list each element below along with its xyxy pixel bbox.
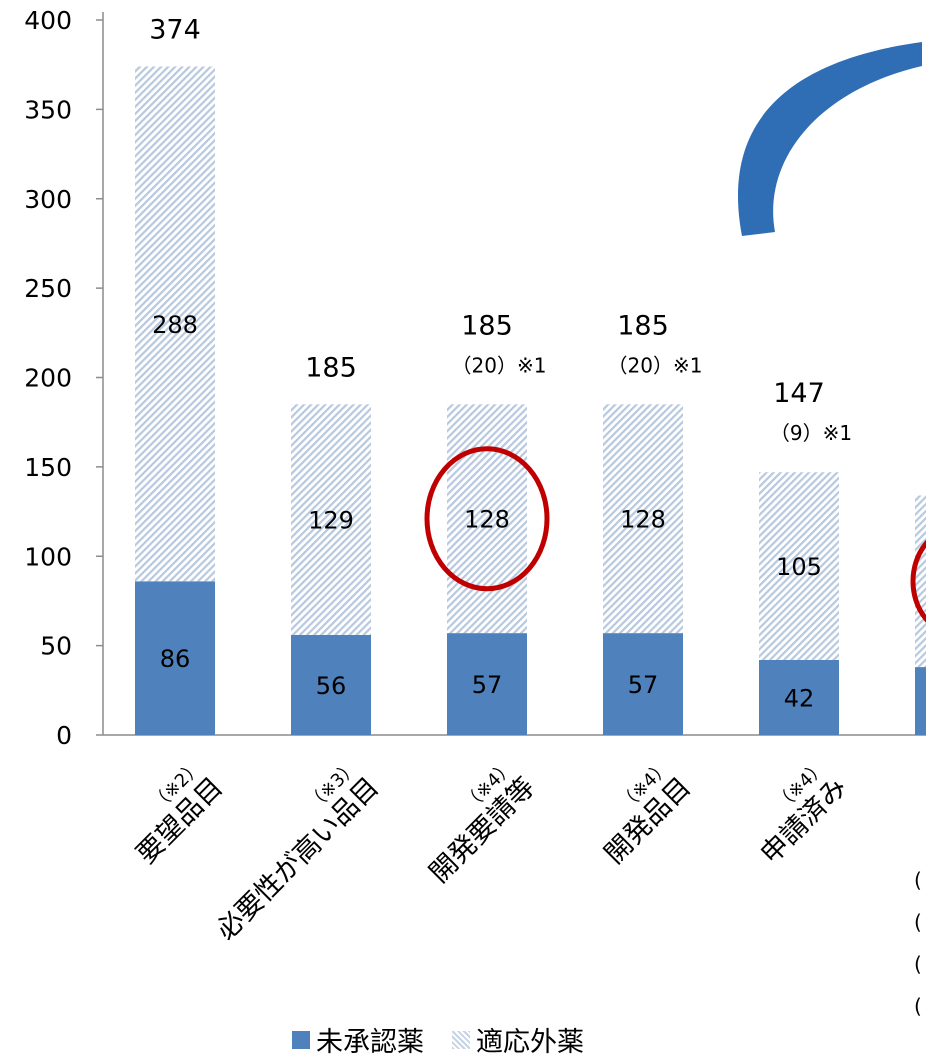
decorative-arc	[738, 42, 922, 236]
data-label-total-note: （9）※1	[770, 421, 852, 445]
data-label-offlabel: 128	[620, 506, 666, 534]
x-tick-label: （※2）要望品目	[131, 756, 229, 870]
cropped-paren-1: (	[914, 868, 922, 892]
bar-unapproved	[447, 633, 527, 735]
legend-label-offlabel: 適応外薬	[476, 1027, 584, 1058]
data-label-total: 147	[773, 378, 825, 409]
y-tick-label: 300	[24, 185, 72, 214]
data-label-offlabel: 129	[308, 507, 354, 535]
x-tick-name: 必要性が高い品目	[211, 772, 386, 947]
cropped-paren-2: (	[914, 910, 922, 934]
data-label-total: 185	[617, 310, 669, 341]
data-label-unapproved: 57	[472, 671, 503, 699]
legend-item-offlabel: 適応外薬	[452, 1020, 584, 1059]
y-tick-label: 150	[24, 453, 72, 482]
bar-unapproved	[759, 659, 839, 735]
cropped-paren-3: (	[914, 952, 922, 976]
y-tick-label: 250	[24, 274, 72, 303]
data-label-offlabel: 128	[464, 506, 510, 534]
bar-unapproved	[135, 581, 215, 735]
data-label-total-note: （20）※1	[452, 353, 547, 377]
y-tick-label: 400	[24, 6, 72, 35]
cropped-paren-4: (	[914, 994, 922, 1018]
bars	[135, 66, 926, 735]
axes: 0 50 100 150 200 250 300 350 400	[24, 6, 926, 750]
data-label-offlabel: 105	[776, 553, 822, 581]
data-label-unapproved: 57	[628, 671, 659, 699]
data-label-total: 185	[461, 310, 513, 341]
data-label-total: 185	[305, 352, 357, 383]
bar-offlabel	[603, 404, 683, 634]
data-label-total: 374	[149, 14, 201, 45]
data-label-offlabel: 288	[152, 311, 198, 339]
bar-offlabel	[291, 404, 371, 635]
y-tick-label: 350	[24, 95, 72, 124]
legend: 未承認薬 適応外薬	[292, 1020, 612, 1059]
y-tick-label: 0	[56, 721, 72, 750]
x-tick-label: （※4）申請済み	[755, 756, 853, 870]
bar-offlabel	[135, 66, 215, 582]
highlight-circle	[424, 446, 550, 592]
bar-offlabel	[915, 495, 926, 668]
data-label-unapproved: 86	[160, 645, 191, 673]
x-tick-label: （※4）開発要請等	[424, 756, 541, 889]
y-tick-label: 200	[24, 364, 72, 393]
legend-swatch-offlabel	[452, 1030, 470, 1049]
bar-unapproved	[915, 667, 926, 735]
bar-unapproved	[291, 634, 371, 735]
data-label-unapproved: 42	[784, 684, 815, 712]
legend-swatch-unapproved	[292, 1030, 310, 1049]
y-tick-label: 100	[24, 542, 72, 571]
bar-offlabel	[447, 404, 527, 634]
legend-item-unapproved: 未承認薬	[292, 1020, 424, 1059]
legend-label-unapproved: 未承認薬	[316, 1027, 424, 1058]
bar-offlabel	[759, 472, 839, 660]
data-label-total-note: （20）※1	[608, 353, 703, 377]
x-tick-label: （※4）開発品目	[599, 756, 697, 870]
highlight-circle	[910, 539, 926, 623]
bar-unapproved	[603, 633, 683, 735]
x-tick-label: （※3）必要性が高い品目	[211, 756, 386, 947]
data-label-unapproved: 56	[316, 672, 347, 700]
y-tick-label: 50	[40, 632, 72, 661]
